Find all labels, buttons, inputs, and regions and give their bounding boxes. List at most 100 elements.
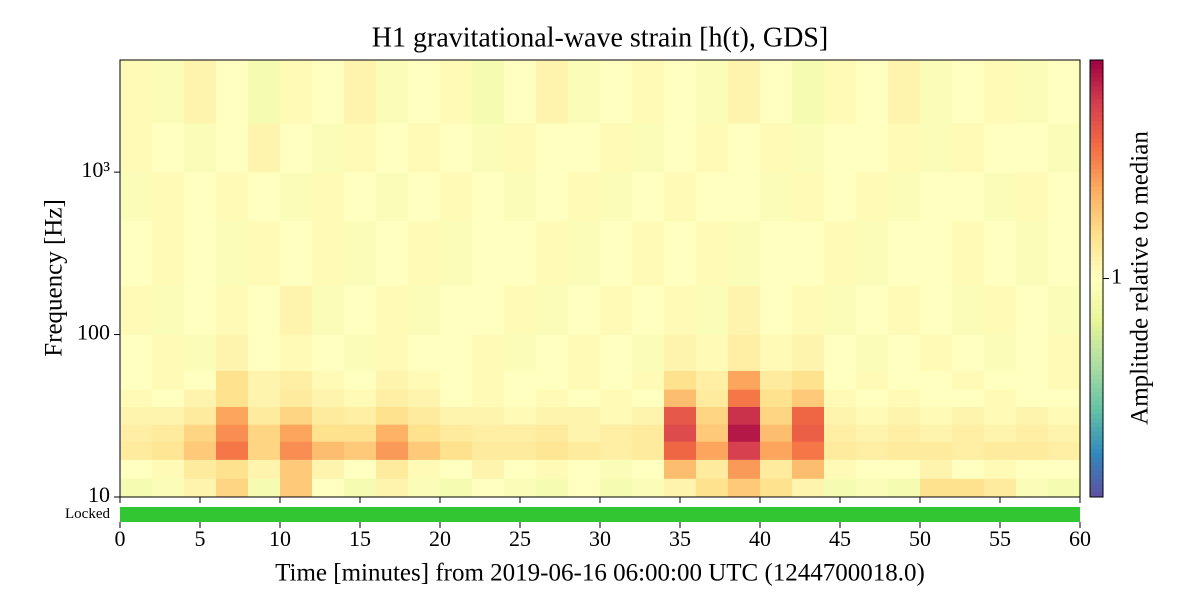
spectrogram-cell	[760, 221, 793, 286]
spectrogram-cell	[888, 123, 921, 173]
spectrogram-cell	[408, 172, 441, 222]
spectrogram-cell	[280, 441, 313, 460]
spectrogram-cell	[280, 389, 313, 407]
spectrogram-cell	[152, 478, 185, 498]
spectrogram-cell	[152, 172, 185, 222]
spectrogram-cell	[472, 123, 505, 173]
spectrogram-cell	[696, 406, 729, 425]
spectrogram-cell	[856, 389, 889, 407]
spectrogram-cell	[472, 221, 505, 286]
spectrogram-cell	[152, 370, 185, 390]
colorbar-label: Amplitude relative to median	[1127, 131, 1154, 425]
spectrogram-cell	[888, 478, 921, 498]
spectrogram-cell	[344, 478, 377, 498]
spectrogram-cell	[664, 406, 697, 425]
spectrogram-cell	[696, 459, 729, 479]
spectrogram-cell	[216, 441, 249, 460]
spectrogram-cell	[696, 441, 729, 460]
spectrogram-cell	[1048, 221, 1081, 286]
spectrogram-cell	[536, 459, 569, 479]
spectrogram-cell	[664, 172, 697, 222]
spectrogram-cell	[152, 441, 185, 460]
colorbar-gradient	[1090, 405, 1103, 411]
spectrogram-cell	[504, 334, 537, 371]
spectrogram-cell	[472, 459, 505, 479]
spectrogram-cell	[696, 478, 729, 498]
colorbar-gradient	[1090, 396, 1103, 402]
spectrogram-cell	[664, 389, 697, 407]
spectrogram-cell	[696, 123, 729, 173]
spectrogram-cell	[984, 285, 1017, 335]
spectrogram-cell	[568, 123, 601, 173]
colorbar-gradient	[1090, 317, 1103, 323]
spectrogram-cell	[1048, 172, 1081, 222]
spectrogram-cell	[952, 406, 985, 425]
spectrogram-cell	[984, 424, 1017, 442]
spectrogram-cell	[216, 334, 249, 371]
spectrogram-cell	[376, 441, 409, 460]
spectrogram-cell	[504, 123, 537, 173]
colorbar-gradient	[1090, 204, 1103, 210]
x-tick-label: 10	[269, 526, 291, 551]
spectrogram-cell	[120, 406, 153, 425]
spectrogram-cell	[984, 60, 1017, 124]
spectrogram-cell	[440, 221, 473, 286]
colorbar-gradient	[1090, 291, 1103, 297]
spectrogram-cell	[536, 221, 569, 286]
spectrogram-cell	[344, 441, 377, 460]
spectrogram-cell	[344, 406, 377, 425]
spectrogram-cell	[1048, 424, 1081, 442]
colorbar-gradient	[1090, 365, 1103, 371]
spectrogram-cell	[376, 60, 409, 124]
spectrogram-cell	[408, 334, 441, 371]
colorbar-gradient	[1090, 309, 1103, 314]
spectrogram-cell	[504, 459, 537, 479]
spectrogram-cell	[856, 370, 889, 390]
spectrogram-cell	[1048, 459, 1081, 479]
x-tick-label: 5	[195, 526, 206, 551]
spectrogram-cell	[824, 441, 857, 460]
spectrogram-cell	[408, 459, 441, 479]
spectrogram-cell	[568, 441, 601, 460]
spectrogram-cell	[280, 424, 313, 442]
spectrogram-cell	[728, 60, 761, 124]
colorbar-gradient	[1090, 278, 1103, 284]
spectrogram-cell	[600, 60, 633, 124]
colorbar-gradient	[1090, 379, 1103, 384]
colorbar-gradient	[1090, 169, 1103, 175]
spectrogram-cell	[856, 459, 889, 479]
spectrogram-cell	[664, 424, 697, 442]
spectrogram-cell	[600, 370, 633, 390]
spectrogram-cell	[760, 334, 793, 371]
colorbar-gradient	[1090, 134, 1103, 140]
spectrogram-cell	[984, 406, 1017, 425]
spectrogram-cell	[1016, 285, 1049, 335]
spectrogram-cell	[728, 172, 761, 222]
spectrogram-cell	[376, 370, 409, 390]
spectrogram-cell	[312, 285, 345, 335]
colorbar-gradient	[1090, 413, 1103, 419]
colorbar-gradient	[1090, 160, 1103, 166]
spectrogram-cell	[888, 406, 921, 425]
spectrogram-cell	[312, 370, 345, 390]
colorbar-gradient	[1090, 304, 1103, 310]
colorbar-gradient	[1090, 348, 1103, 354]
spectrogram-cell	[920, 441, 953, 460]
spectrogram-cell	[376, 424, 409, 442]
spectrogram-cell	[504, 389, 537, 407]
spectrogram-cell	[792, 441, 825, 460]
spectrogram-cell	[696, 424, 729, 442]
spectrogram-cell	[472, 424, 505, 442]
spectrogram-cell	[920, 334, 953, 371]
spectrogram-cell	[696, 389, 729, 407]
spectrogram-cell	[824, 389, 857, 407]
colorbar-gradient	[1090, 335, 1103, 341]
spectrogram-cell	[856, 334, 889, 371]
y-tick-label: 10³	[81, 157, 110, 182]
spectrogram-cell	[248, 221, 281, 286]
spectrogram-cell	[504, 441, 537, 460]
spectrogram-cell	[696, 285, 729, 335]
colorbar-gradient	[1090, 265, 1103, 271]
colorbar-gradient	[1090, 173, 1103, 179]
colorbar-gradient	[1090, 361, 1103, 367]
